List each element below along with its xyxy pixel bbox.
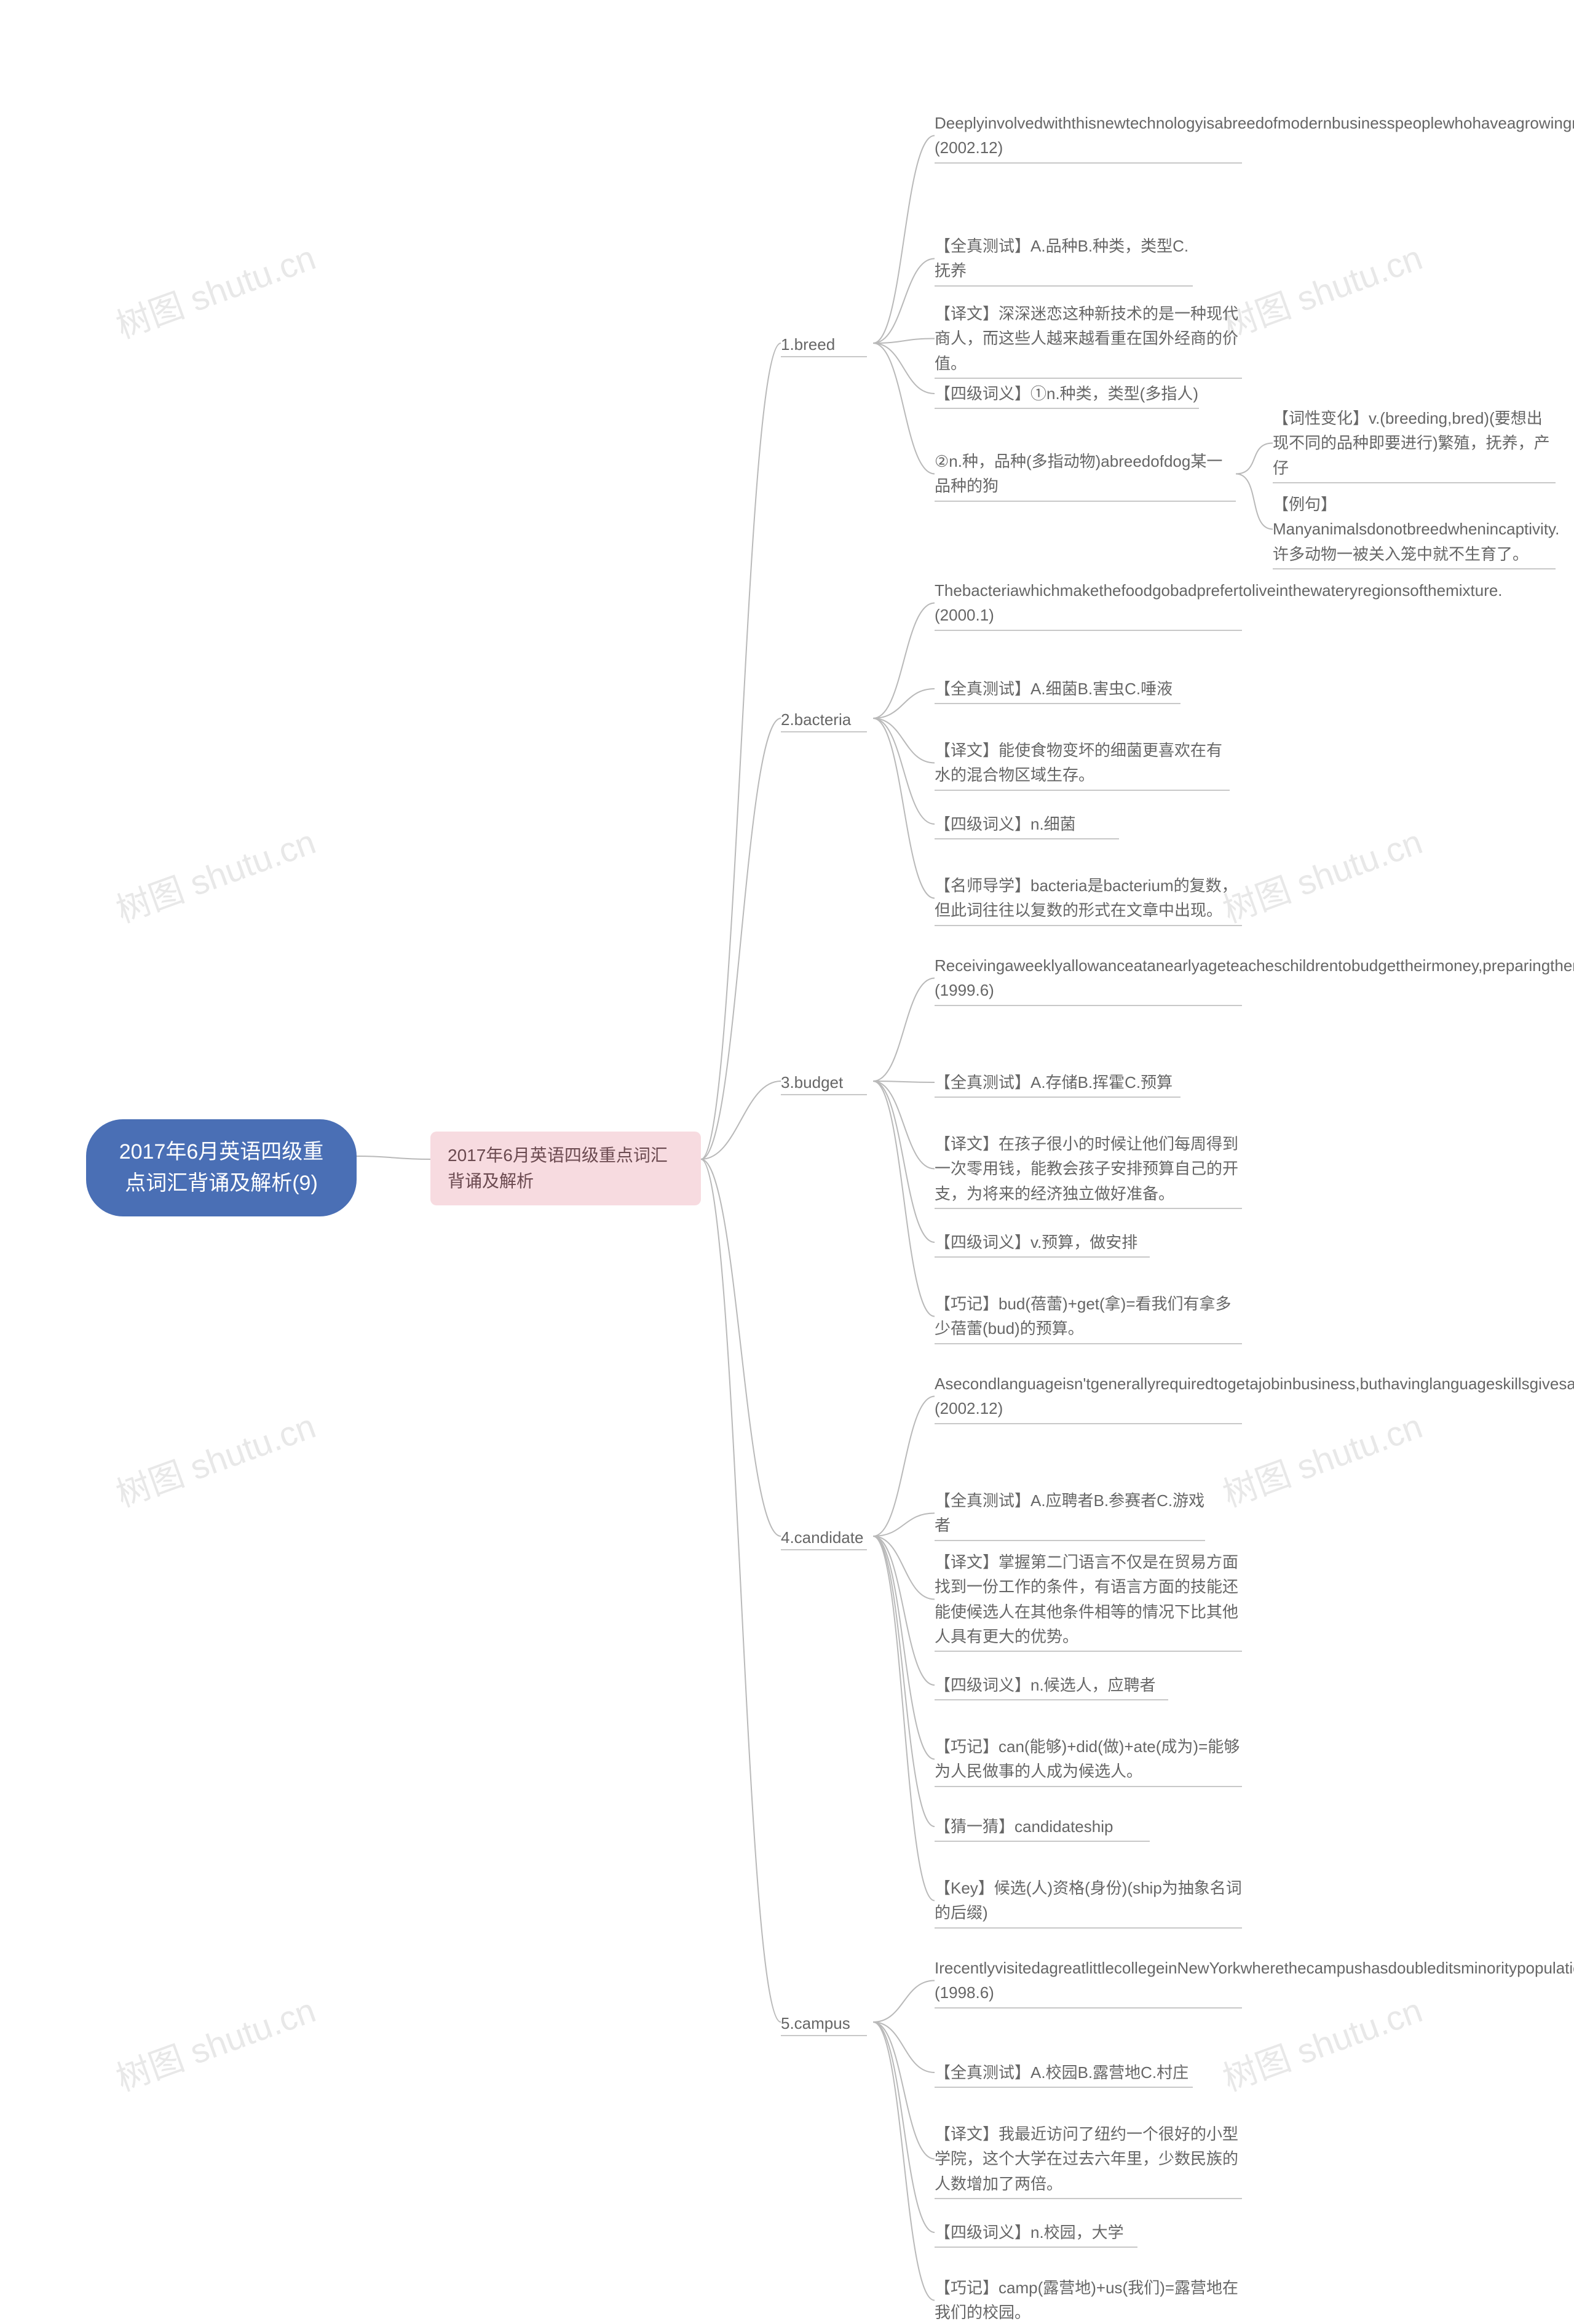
word-w5: 5.campus (781, 2011, 879, 2036)
leaf-w4-2: 【译文】掌握第二门语言不仅是在贸易方面找到一份工作的条件，有语言方面的技能还能使… (935, 1550, 1242, 1649)
level1-text: 2017年6月英语四级重点词汇背诵及解析 (448, 1146, 668, 1191)
leaf-w1-4: ②n.种，品种(多指动物)abreedofdog某一品种的狗 (935, 449, 1236, 499)
leaf-w1-0: Deeplyinvolvedwiththisnewtechnologyisabr… (935, 111, 1242, 161)
word-w4: 4.candidate (781, 1525, 879, 1550)
leaf-w1-2: 【译文】深深迷恋这种新技术的是一种现代商人，而这些人越来越看重在国外经商的价值。 (935, 301, 1242, 376)
word-w2: 2.bacteria (781, 707, 879, 732)
leaf-w5-1: 【全真测试】A.校园B.露营地C.村庄 (935, 2060, 1193, 2085)
leaf-w1-1: 【全真测试】A.品种B.种类，类型C.抚养 (935, 234, 1193, 284)
leaf-w4-3: 【四级词义】n.候选人，应聘者 (935, 1673, 1168, 1697)
word-w3: 3.budget (781, 1070, 879, 1095)
watermark: 树图 shutu.cn (108, 1983, 322, 2101)
watermark: 树图 shutu.cn (1215, 230, 1428, 348)
leaf-w5-0: IrecentlyvisitedagreatlittlecollegeinNew… (935, 1956, 1242, 2005)
leaf-w3-2: 【译文】在孩子很小的时候让他们每周得到一次零用钱，能教会孩子安排预算自己的开支，… (935, 1132, 1242, 1206)
leaf-w5-3: 【四级词义】n.校园，大学 (935, 2220, 1137, 2245)
leaf-w5-4: 【巧记】camp(露营地)+us(我们)=露营地在我们的校园。 (935, 2275, 1242, 2324)
leaf-w2-1: 【全真测试】A.细菌B.害虫C.唾液 (935, 676, 1180, 701)
leaf-w4-0: Asecondlanguageisn'tgenerallyrequiredtog… (935, 1371, 1242, 1421)
leaf-w2-0: Thebacteriawhichmakethefoodgobadpreferto… (935, 578, 1242, 628)
watermark: 树图 shutu.cn (1215, 814, 1428, 932)
leaf-w5-2: 【译文】我最近访问了纽约一个很好的小型学院，这个大学在过去六年里，少数民族的人数… (935, 2122, 1242, 2196)
root-node: 2017年6月英语四级重点词汇背诵及解析(9) (86, 1119, 357, 1216)
leaf-w4-6: 【Key】候选(人)资格(身份)(ship为抽象名词的后缀) (935, 1876, 1242, 1925)
watermark: 树图 shutu.cn (1215, 1983, 1428, 2101)
level1-node: 2017年6月英语四级重点词汇背诵及解析 (430, 1132, 701, 1205)
leaf-w4-4: 【巧记】can(能够)+did(做)+ate(成为)=能够为人民做事的人成为候选… (935, 1734, 1242, 1784)
leaf-w1-3: 【四级词义】①n.种类，类型(多指人) (935, 381, 1199, 406)
watermark: 树图 shutu.cn (108, 814, 322, 932)
watermark: 树图 shutu.cn (108, 230, 322, 348)
watermark: 树图 shutu.cn (1215, 1398, 1428, 1517)
leaf-w2-3: 【四级词义】n.细菌 (935, 812, 1119, 836)
root-text: 2017年6月英语四级重点词汇背诵及解析(9) (119, 1140, 324, 1195)
leaf-w1-4-1: 【例句】Manyanimalsdonotbreedwhenincaptivity… (1273, 492, 1556, 566)
watermark: 树图 shutu.cn (108, 1398, 322, 1517)
leaf-w4-5: 【猜一猜】candidateship (935, 1814, 1150, 1839)
leaf-w3-3: 【四级词义】v.预算，做安排 (935, 1230, 1150, 1255)
leaf-w4-1: 【全真测试】A.应聘者B.参赛者C.游戏者 (935, 1488, 1205, 1538)
leaf-w1-4-0: 【词性变化】v.(breeding,bred)(要想出现不同的品种即要进行)繁殖… (1273, 406, 1556, 480)
leaf-w2-2: 【译文】能使食物变坏的细菌更喜欢在有水的混合物区域生存。 (935, 738, 1230, 788)
leaf-w3-0: Receivingaweeklyallowanceatanearlyagetea… (935, 953, 1242, 1003)
leaf-w3-4: 【巧记】bud(蓓蕾)+get(拿)=看我们有拿多少蓓蕾(bud)的预算。 (935, 1291, 1242, 1341)
leaf-w2-4: 【名师导学】bacteria是bacterium的复数，但此词往往以复数的形式在… (935, 873, 1242, 923)
word-w1: 1.breed (781, 332, 879, 357)
leaf-w3-1: 【全真测试】A.存储B.挥霍C.预算 (935, 1070, 1180, 1095)
